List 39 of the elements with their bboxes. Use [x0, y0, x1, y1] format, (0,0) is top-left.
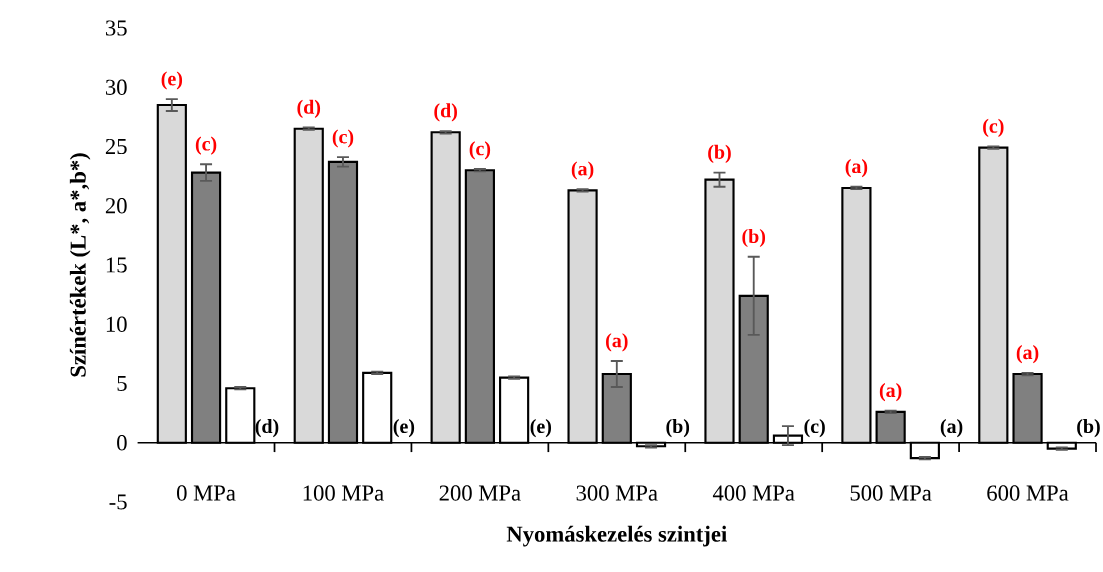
data-label: (a) [879, 383, 902, 402]
data-label: (d) [297, 99, 321, 118]
data-label: (a) [1016, 345, 1039, 364]
data-label: (b) [1077, 419, 1100, 438]
data-label: (b) [666, 419, 690, 438]
data-label: (b) [708, 144, 731, 163]
x-tick-label: 200 MPa [439, 485, 521, 501]
data-label: (e) [530, 419, 552, 438]
data-label: (a) [571, 161, 594, 180]
data-label: (c) [195, 136, 217, 155]
data-label: (c) [804, 419, 825, 438]
y-tick-label: 30 [105, 79, 127, 95]
y-tick-label: 25 [105, 138, 127, 155]
data-label: (a) [606, 333, 628, 352]
data-label: (b) [742, 228, 766, 248]
x-tick-label: 0 MPa [177, 485, 236, 501]
y-tick-label: 10 [106, 316, 127, 332]
x-tick-label: 600 MPa [987, 485, 1069, 501]
data-label: (d) [255, 419, 279, 438]
y-tick-label: 20 [105, 198, 127, 214]
x-tick-label: 500 MPa [850, 485, 932, 501]
data-label: (a) [940, 419, 963, 438]
data-label: (a) [845, 159, 868, 178]
data-label: (d) [434, 103, 457, 122]
y-tick-label: 0 [117, 435, 127, 451]
y-tick-label: 35 [105, 20, 127, 36]
y-tick-label: 15 [106, 257, 127, 273]
data-label: (c) [332, 129, 354, 148]
x-tick-label: 400 MPa [712, 485, 795, 501]
x-axis-title: Nyomáskezelés szintjei [506, 525, 727, 547]
data-label: (e) [393, 419, 415, 438]
data-label: (e) [161, 71, 183, 90]
y-tick-label: -5 [109, 494, 127, 510]
data-label: (c) [469, 141, 491, 160]
x-tick-label: 100 MPa [303, 485, 384, 501]
x-tick-label: 300 MPa [576, 485, 658, 501]
y-axis-title: Színértékek (L*, a*,b*) [69, 153, 91, 377]
y-tick-label: 5 [117, 375, 127, 392]
data-label: (c) [983, 118, 1004, 137]
